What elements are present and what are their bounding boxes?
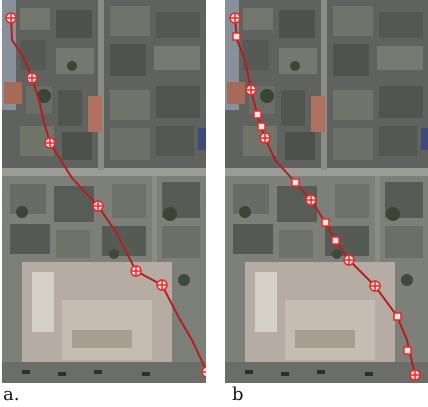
waypoint-marker (245, 84, 257, 96)
vertex-square (232, 32, 241, 41)
route-markers-b (229, 12, 421, 381)
waypoint-marker (44, 137, 56, 149)
waypoint-marker (409, 369, 421, 381)
vertex-square (253, 110, 262, 119)
vertex-square (257, 122, 266, 131)
waypoint-marker (26, 72, 38, 84)
satellite-panel-b (225, 0, 428, 383)
route-markers-a (5, 12, 206, 378)
vertex-square (393, 312, 402, 321)
vertex-square (403, 346, 412, 355)
waypoint-marker (156, 279, 168, 291)
vertex-square (331, 236, 340, 245)
waypoint-marker (92, 200, 104, 212)
waypoint-marker (369, 280, 381, 292)
vertex-square (321, 218, 330, 227)
waypoint-marker (343, 254, 355, 266)
waypoint-marker (259, 132, 271, 144)
waypoint-marker (229, 12, 241, 24)
caption-a: a. (3, 384, 20, 405)
satellite-image-a (2, 0, 206, 383)
waypoint-marker (130, 265, 142, 277)
waypoint-marker (5, 12, 17, 24)
vertex-square (291, 178, 300, 187)
satellite-image-b (225, 0, 428, 383)
caption-b: b (232, 384, 244, 405)
waypoint-marker (305, 194, 317, 206)
waypoint-marker (201, 366, 206, 378)
satellite-panel-a (2, 0, 206, 383)
route-line-a (10, 17, 206, 373)
